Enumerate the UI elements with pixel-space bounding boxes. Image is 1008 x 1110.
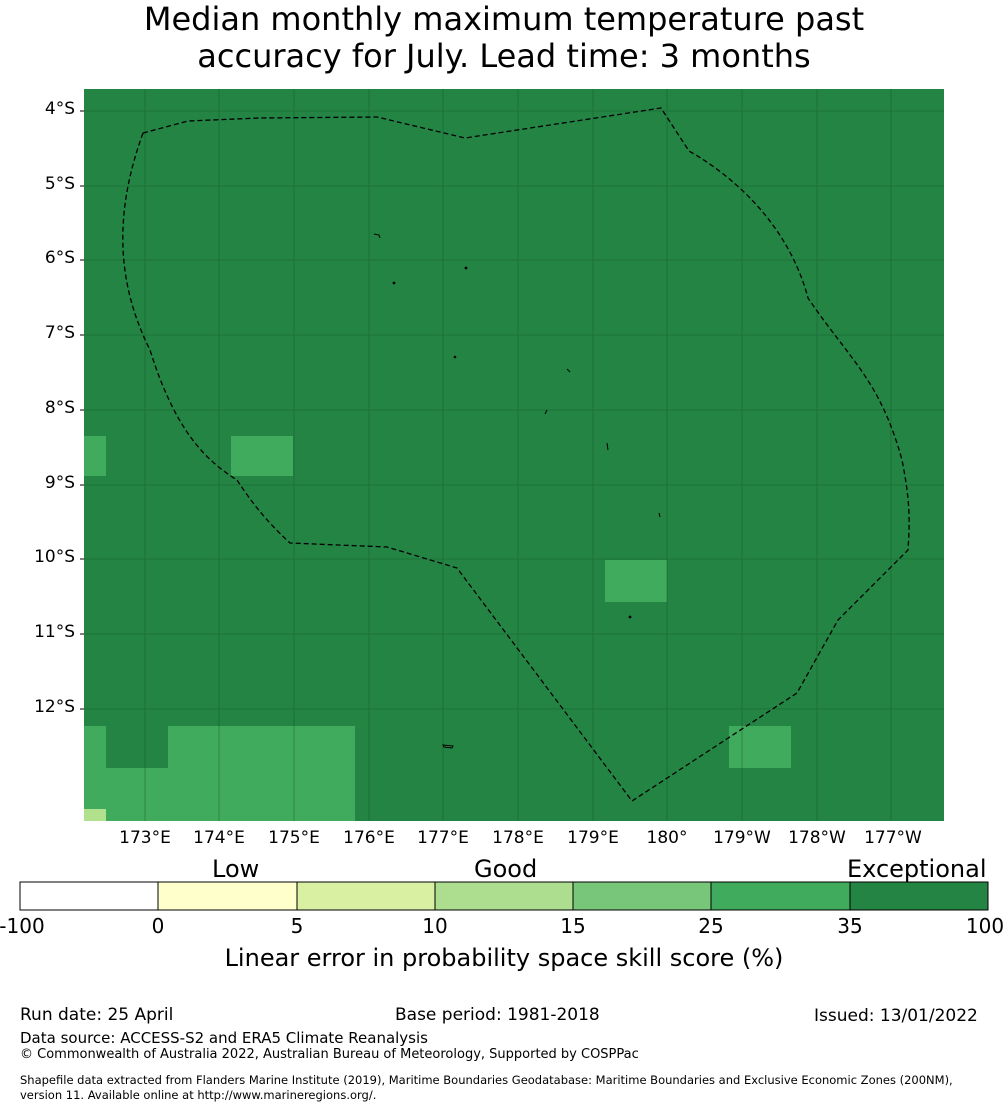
lat-label: 8°S bbox=[44, 398, 75, 418]
skill-cell bbox=[231, 436, 293, 476]
skill-cell bbox=[729, 726, 791, 768]
map-title-line-1: Median monthly maximum temperature past bbox=[143, 0, 865, 38]
lat-label: 12°S bbox=[34, 697, 75, 717]
colorbar bbox=[19, 881, 989, 911]
lon-label: 176°E bbox=[343, 828, 395, 848]
data-source: Data source: ACCESS-S2 and ERA5 Climate … bbox=[20, 1029, 428, 1047]
map-title-line-2: accuracy for July. Lead time: 3 months bbox=[197, 37, 811, 75]
colorbar-segment bbox=[710, 881, 851, 911]
eez-boundary bbox=[122, 107, 910, 802]
map-gridlines bbox=[84, 89, 944, 821]
skill-cell bbox=[84, 726, 106, 821]
island bbox=[464, 266, 468, 270]
island bbox=[566, 368, 571, 373]
island bbox=[658, 512, 661, 518]
colorbar-segment bbox=[849, 881, 989, 911]
skill-cell bbox=[84, 436, 106, 476]
lat-label: 9°S bbox=[44, 473, 75, 493]
colorbar-category-low: Low bbox=[212, 855, 260, 883]
lon-label: 178°W bbox=[788, 828, 846, 848]
colorbar-tick-label: 0 bbox=[151, 914, 165, 938]
shapefile-credit-line-2: version 11. Available online at http://w… bbox=[20, 1088, 377, 1102]
colorbar-tick-label: 100 bbox=[965, 914, 1005, 938]
colorbar-label: Linear error in probability space skill … bbox=[224, 944, 784, 972]
lon-label: 174°E bbox=[193, 828, 245, 848]
colorbar-segment bbox=[296, 881, 436, 911]
colorbar-segment bbox=[19, 881, 159, 911]
lon-label: 178°E bbox=[492, 828, 544, 848]
shapefile-credit-line-1: Shapefile data extracted from Flanders M… bbox=[20, 1073, 953, 1087]
issued-date: Issued: 13/01/2022 bbox=[814, 1006, 978, 1026]
copyright: © Commonwealth of Australia 2022, Austra… bbox=[20, 1047, 639, 1062]
island bbox=[628, 615, 632, 619]
lat-label: 7°S bbox=[44, 323, 75, 343]
colorbar-tick-label: -100 bbox=[0, 914, 45, 938]
colorbar-tick-label: 25 bbox=[698, 914, 724, 938]
lat-label: 6°S bbox=[44, 248, 75, 268]
axis-ticks bbox=[80, 110, 84, 710]
run-date: Run date: 25 April bbox=[20, 1005, 174, 1025]
colorbar-category-good: Good bbox=[474, 855, 538, 883]
lon-label: 173°E bbox=[119, 828, 171, 848]
map-background bbox=[84, 89, 944, 821]
colorbar-segment bbox=[572, 881, 712, 911]
lon-label: 175°E bbox=[268, 828, 320, 848]
islands bbox=[373, 233, 661, 749]
island bbox=[373, 233, 381, 239]
colorbar-tick-label: 15 bbox=[560, 914, 586, 938]
colorbar-category-exceptional: Exceptional bbox=[847, 855, 987, 883]
skill-cell bbox=[168, 726, 355, 821]
skill-cell bbox=[84, 809, 106, 821]
skill-cell bbox=[605, 560, 667, 602]
island bbox=[392, 281, 396, 285]
lat-label: 4°S bbox=[44, 99, 75, 119]
colorbar-segment bbox=[434, 881, 574, 911]
colorbar-tick-label: 10 bbox=[422, 914, 448, 938]
skill-cell bbox=[106, 768, 168, 821]
lat-label: 5°S bbox=[44, 174, 75, 194]
colorbar-tick-label: 5 bbox=[290, 914, 304, 938]
island bbox=[453, 355, 457, 359]
base-period: Base period: 1981-2018 bbox=[395, 1005, 600, 1025]
lon-label: 180° bbox=[646, 828, 688, 848]
colorbar-tick-label: 35 bbox=[837, 914, 863, 938]
island bbox=[544, 409, 548, 415]
island bbox=[442, 744, 454, 749]
island bbox=[606, 442, 609, 451]
lon-label: 179°W bbox=[713, 828, 771, 848]
lat-label: 10°S bbox=[34, 547, 75, 567]
lon-label: 179°E bbox=[567, 828, 619, 848]
lon-label: 177°W bbox=[864, 828, 922, 848]
colorbar-segment bbox=[157, 881, 298, 911]
skill-cells-25-35 bbox=[84, 436, 791, 821]
lon-label: 177°E bbox=[417, 828, 469, 848]
lat-label: 11°S bbox=[34, 622, 75, 642]
